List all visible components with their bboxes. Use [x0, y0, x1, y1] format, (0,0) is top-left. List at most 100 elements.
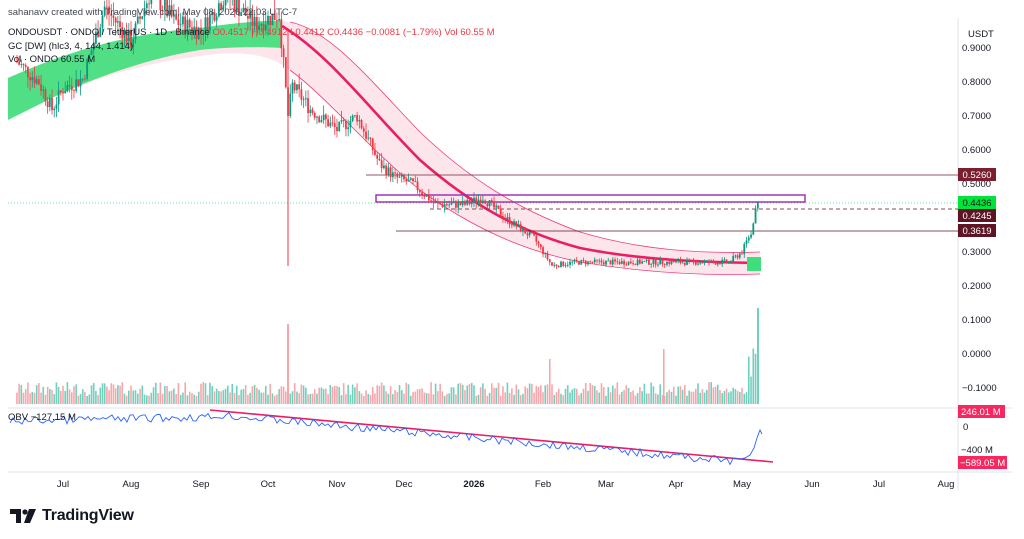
- candle-body: [688, 259, 691, 261]
- candle-body: [262, 23, 265, 31]
- time-tick-4: Nov: [329, 479, 346, 490]
- price-tick-2: 0.7000: [962, 111, 991, 122]
- volume-bar: [573, 388, 576, 404]
- volume-bar: [575, 388, 578, 404]
- channel-band-bullish: [8, 20, 282, 120]
- volume-bar: [591, 385, 594, 404]
- volume-bar: [20, 385, 23, 404]
- volume-bar: [81, 389, 84, 404]
- volume-bar: [695, 388, 697, 404]
- candle-body: [351, 115, 354, 121]
- candle-body: [598, 260, 601, 262]
- volume-bar: [57, 387, 60, 404]
- candle-body: [148, 3, 150, 5]
- candle-body: [578, 261, 580, 265]
- candle-body: [526, 233, 529, 236]
- volume-bar: [625, 385, 628, 404]
- candle-body: [202, 32, 205, 35]
- candle-body: [544, 252, 547, 255]
- candle-body: [389, 167, 392, 178]
- volume-bar: [499, 395, 502, 404]
- candle-body: [743, 243, 746, 255]
- volume-bar: [515, 384, 518, 404]
- volume-bar: [289, 393, 292, 404]
- volume-bar: [641, 391, 643, 404]
- candle-body: [18, 61, 21, 65]
- candle-body: [322, 114, 325, 121]
- volume-bar: [351, 384, 354, 404]
- candle-body: [477, 199, 480, 203]
- tradingview-logo[interactable]: TradingView: [10, 507, 134, 525]
- candle-body: [284, 57, 287, 88]
- candle-body: [694, 261, 697, 265]
- candle-body: [455, 201, 457, 208]
- candle-body: [186, 19, 189, 34]
- volume-bar: [358, 391, 361, 404]
- time-tick-6: 2026: [463, 479, 484, 490]
- channel-band: [8, 21, 760, 275]
- candle-body: [466, 200, 469, 205]
- candle-body: [206, 17, 209, 31]
- volume-bar: [287, 324, 289, 404]
- volume-bars: [16, 308, 759, 404]
- candle-body: [430, 200, 432, 202]
- candle-body: [425, 195, 428, 197]
- volume-bar: [86, 395, 88, 404]
- candle-body: [224, 0, 227, 6]
- volume-bar: [95, 390, 97, 404]
- volume-bar: [325, 388, 327, 404]
- volume-bar: [607, 387, 610, 404]
- volume-bar: [710, 382, 712, 404]
- candle-body: [716, 262, 719, 265]
- candle-body: [365, 131, 367, 139]
- candle-body: [307, 98, 309, 114]
- price-tick-1: 0.8000: [962, 77, 991, 88]
- candle-body: [593, 259, 596, 263]
- candle-body: [349, 120, 352, 128]
- candle-body: [668, 261, 671, 264]
- volume-bar: [600, 383, 603, 404]
- candle-body: [46, 101, 49, 108]
- volume-bar: [457, 383, 459, 404]
- volume-bar: [650, 382, 652, 404]
- volume-bar: [623, 390, 625, 404]
- time-tick-10: May: [733, 479, 751, 490]
- volume-bar: [517, 389, 520, 404]
- volume-bar: [681, 389, 684, 404]
- time-tick-3: Oct: [261, 479, 276, 490]
- candle-body: [121, 26, 124, 39]
- candle-body: [188, 19, 191, 28]
- volume-bar: [754, 353, 757, 404]
- time-tick-8: Mar: [598, 479, 614, 490]
- indicator-volume[interactable]: Vol · ONDO 60.55 M: [8, 54, 96, 65]
- volume-bar: [79, 393, 82, 404]
- candle-body: [607, 260, 610, 262]
- candle-body: [756, 202, 759, 209]
- candle-body: [734, 255, 737, 257]
- candle-body: [584, 260, 587, 265]
- candle-body: [311, 109, 314, 113]
- volume-bar: [345, 394, 347, 404]
- candle-body: [686, 260, 688, 265]
- volume-bar: [322, 388, 325, 404]
- volume-bar: [258, 389, 260, 404]
- indicator-obv[interactable]: OBV −127.15 M: [8, 412, 76, 423]
- candle-body: [537, 241, 540, 245]
- svg-text:0.5260: 0.5260: [962, 170, 991, 181]
- volume-bar: [477, 394, 480, 404]
- volume-bar: [634, 395, 637, 404]
- price-label-04245: 0.4245: [958, 209, 996, 222]
- candle-body: [475, 197, 478, 203]
- indicator-gc[interactable]: GC [DW] (hlc3, 4, 144, 1.414): [8, 41, 134, 52]
- volume-bar: [557, 388, 560, 404]
- volume-bar: [582, 388, 585, 404]
- volume-bar: [101, 383, 104, 404]
- candle-body: [127, 29, 130, 42]
- candle-body: [184, 16, 187, 34]
- volume-bar: [40, 392, 42, 404]
- volume-bar: [249, 392, 251, 404]
- volume-bar: [374, 393, 376, 404]
- volume-bar: [533, 392, 535, 404]
- volume-bar: [209, 382, 211, 404]
- candle-body: [356, 115, 358, 122]
